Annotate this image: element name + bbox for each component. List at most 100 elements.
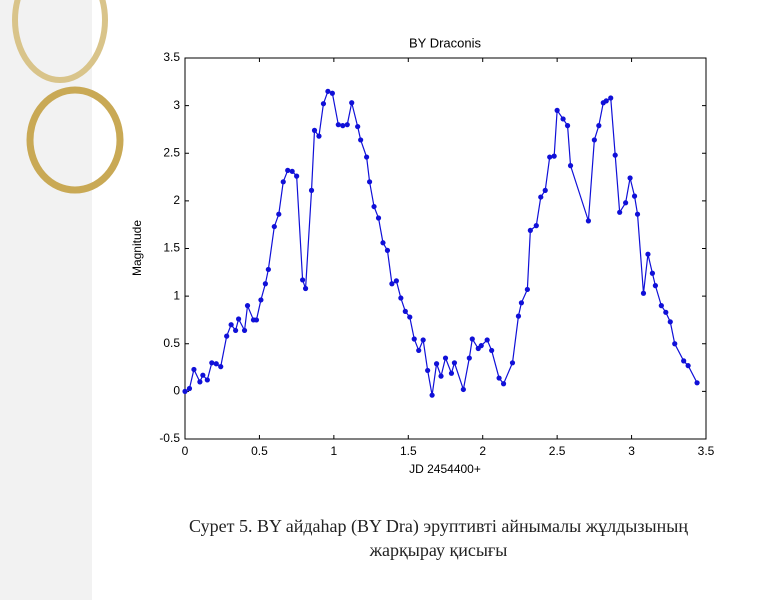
x-tick-label: 2: [479, 444, 486, 458]
data-point: [603, 98, 609, 104]
data-point: [186, 385, 193, 392]
data-point: [438, 373, 444, 379]
data-point: [218, 364, 224, 370]
chart-title: BY Draconis: [409, 35, 482, 50]
data-point: [518, 300, 525, 306]
data-point: [429, 392, 435, 398]
y-tick-label: 3.5: [163, 50, 180, 64]
data-point: [416, 347, 422, 354]
data-point: [640, 290, 647, 296]
data-point: [355, 123, 361, 130]
data-point: [235, 316, 242, 322]
data-point: [280, 179, 286, 185]
data-point: [608, 95, 614, 101]
data-point: [631, 193, 638, 199]
data-point: [585, 218, 592, 224]
data-point: [681, 358, 687, 364]
data-point: [623, 200, 629, 206]
data-point: [271, 223, 277, 230]
x-tick-label: 3.5: [698, 444, 715, 458]
y-tick-label: -0.5: [159, 431, 180, 445]
x-tick-label: 0.5: [251, 444, 268, 458]
data-point: [335, 122, 341, 128]
plot-frame: [184, 57, 707, 440]
data-point: [617, 209, 623, 215]
data-point: [694, 380, 700, 386]
data-point: [515, 313, 522, 319]
data-point: [344, 122, 350, 128]
data-point: [484, 337, 490, 343]
data-point: [533, 223, 539, 229]
data-point: [527, 227, 533, 234]
data-point: [407, 314, 413, 320]
y-tick-label: 0.5: [163, 336, 180, 350]
data-point: [420, 337, 426, 343]
data-point: [200, 372, 206, 378]
data-point: [567, 163, 574, 169]
x-tick-label: 0: [182, 444, 189, 458]
data-point: [551, 153, 557, 159]
data-point: [358, 137, 364, 143]
caption: Сурет 5. BY айдаһар (BY Dra) эруптивті а…: [189, 516, 688, 536]
y-axis-label: Magnitude: [130, 220, 144, 276]
data-point: [316, 133, 322, 139]
ring: [12, 0, 108, 83]
data-point: [663, 309, 669, 315]
data-point: [380, 240, 386, 246]
data-point: [244, 303, 251, 309]
data-point: [560, 116, 566, 122]
data-point: [366, 179, 373, 185]
data-point: [325, 88, 331, 94]
data-point: [224, 333, 230, 339]
data-point: [402, 308, 408, 314]
data-point: [182, 388, 188, 394]
data-point: [294, 173, 300, 179]
data-point: [524, 286, 530, 293]
data-point: [308, 187, 315, 193]
data-point: [265, 266, 271, 273]
data-point: [411, 336, 417, 342]
y-tick-label: 2.5: [163, 145, 180, 159]
data-point: [340, 123, 346, 129]
data-point: [389, 281, 395, 287]
data-point: [197, 379, 203, 385]
data-point: [685, 363, 691, 369]
data-point: [658, 303, 664, 309]
data-point: [209, 360, 215, 366]
data-point: [262, 281, 268, 287]
data-point: [612, 152, 618, 158]
data-point: [448, 370, 455, 376]
data-point: [364, 154, 370, 160]
data-point: [253, 317, 260, 323]
data-point: [213, 361, 219, 367]
data-point: [241, 327, 248, 334]
data-point: [634, 211, 641, 217]
data-point: [627, 175, 633, 181]
data-point: [425, 367, 431, 374]
data-point: [451, 360, 458, 366]
data-point: [442, 355, 449, 361]
x-tick-label: 2.5: [549, 444, 566, 458]
y-tick-label: 3: [173, 98, 180, 112]
data-point: [285, 167, 291, 173]
data-point: [228, 322, 234, 328]
x-axis-label: JD 2454400+: [409, 462, 481, 476]
data-point: [652, 283, 658, 289]
data-point: [509, 360, 516, 366]
data-point: [398, 295, 404, 301]
data-point: [204, 377, 210, 383]
data-point: [289, 168, 295, 174]
data-point: [320, 101, 327, 107]
data-point: [371, 203, 377, 210]
series-line: [184, 90, 698, 396]
data-point: [469, 336, 475, 342]
data-point: [299, 277, 306, 283]
x-tick-label: 1.5: [400, 444, 417, 458]
data-point: [276, 211, 282, 217]
data-point: [393, 278, 399, 284]
caption: жарқырау қисығы: [369, 540, 508, 560]
data-point: [191, 366, 197, 373]
data-point: [564, 123, 571, 129]
data-point: [547, 154, 553, 160]
